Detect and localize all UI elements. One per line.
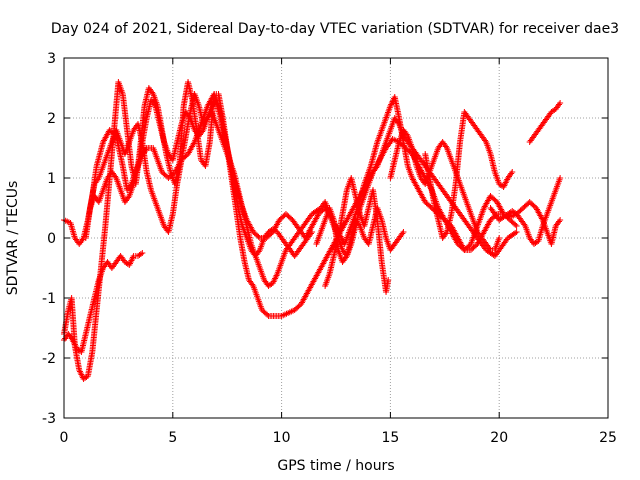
y-tick-label: -3 <box>42 411 56 427</box>
data-point-markers <box>526 100 564 145</box>
series-track-9 <box>422 109 516 241</box>
data-point-markers <box>487 175 564 247</box>
y-tick-label: 2 <box>47 111 56 127</box>
y-tick-label: 0 <box>47 231 56 247</box>
x-axis-title: GPS time / hours <box>277 458 394 474</box>
y-tick-label: 1 <box>47 171 56 187</box>
y-tick-label: 3 <box>47 51 56 67</box>
x-tick-label: 15 <box>381 430 399 446</box>
tick-layer: 0 5 10 15 20 25 -3 -2 -1 0 1 2 3 <box>42 51 617 446</box>
y-tick-label: -1 <box>42 291 56 307</box>
series-track-11 <box>526 100 564 145</box>
series-track-7 <box>322 175 392 295</box>
data-point-markers <box>87 97 316 259</box>
x-tick-label: 20 <box>490 430 508 446</box>
y-axis-title: SDTVAR / TECUs <box>5 181 21 296</box>
chart-title: Day 024 of 2021, Sidereal Day-to-day VTE… <box>51 21 619 37</box>
x-tick-label: 0 <box>60 430 69 446</box>
y-tick-label: -2 <box>42 351 56 367</box>
x-tick-label: 5 <box>168 430 177 446</box>
series-track-10 <box>487 175 564 247</box>
grid-layer <box>64 58 608 418</box>
x-tick-label: 10 <box>273 430 291 446</box>
x-tick-label: 25 <box>599 430 617 446</box>
data-point-markers <box>422 109 516 241</box>
series-track-5 <box>87 97 316 259</box>
data-point-markers <box>322 175 392 295</box>
